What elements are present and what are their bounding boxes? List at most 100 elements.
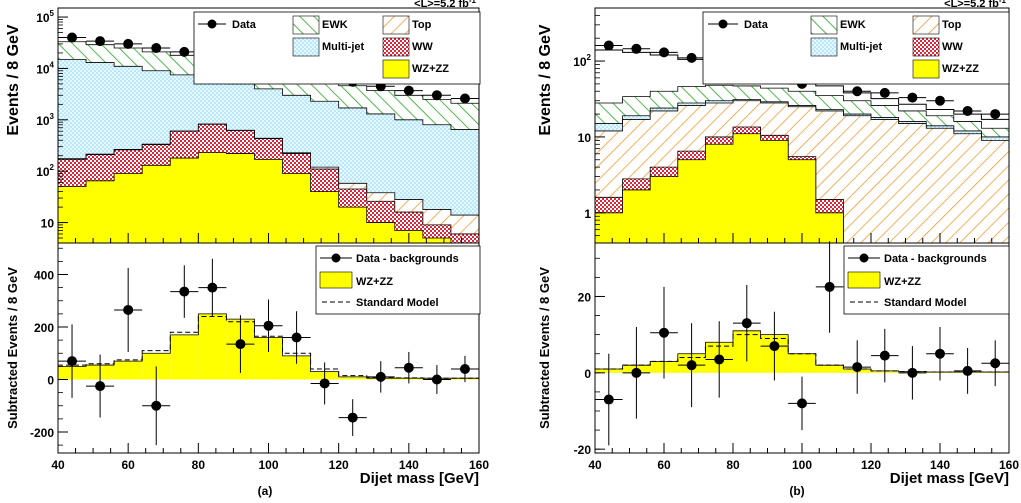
signal-bar — [170, 334, 199, 380]
legend-wzzz-swatch — [847, 271, 881, 289]
y-tick-label: -20 — [574, 443, 592, 457]
y-tick-label: 10 — [41, 217, 55, 231]
legend-wzzz-label: WZ+ZZ — [412, 63, 449, 75]
subtracted-point — [677, 323, 706, 408]
data-point-marker — [907, 92, 918, 103]
point-marker — [431, 374, 442, 385]
legend-data-label: Data — [232, 19, 257, 31]
point-marker — [879, 350, 890, 361]
point-marker — [403, 362, 414, 373]
panel-a-subtracted-plot: -200 0 200 400 40 60 80 100 120 140 160 Subtracted… — [5, 242, 489, 498]
point-marker — [603, 394, 614, 405]
subtracted-point — [198, 258, 227, 317]
panel-b-subtracted-plot: -20 0 20 40 60 80 100 120 140 160 Subtracted Even… — [537, 241, 1019, 498]
y-tick-label: 102 — [573, 53, 591, 69]
subtracted-point — [226, 315, 255, 373]
luminosity-label-b: <L>=5.2 fb-1 — [944, 0, 1006, 10]
subtracted-point — [450, 355, 479, 383]
legend-ww-swatch — [912, 37, 940, 57]
point-marker — [741, 318, 752, 329]
point-marker — [263, 320, 274, 331]
x-axis-label-a: Dijet mass [GeV] — [360, 470, 479, 487]
y-tick-label: 1 — [584, 207, 591, 221]
svg-text:<L>=5.2 fb-1: <L>=5.2 fb-1 — [944, 0, 1006, 10]
legend-data-label: Data - backgrounds — [884, 253, 987, 265]
data-point-marker — [67, 32, 78, 43]
legend-multijet-swatch — [810, 37, 838, 57]
x-tick-label: 140 — [930, 458, 950, 472]
x-tick-label: 80 — [726, 458, 740, 472]
subtracted-point — [953, 348, 982, 394]
legend-sm-label: Standard Model — [884, 297, 967, 309]
subtracted-point — [58, 324, 87, 398]
x-tick-label: 40 — [588, 458, 602, 472]
point-marker — [962, 365, 973, 376]
data-point-marker — [603, 40, 614, 51]
point-marker — [347, 412, 358, 423]
subtracted-point — [650, 286, 678, 379]
legend-wzzz-label: WZ+ZZ — [884, 276, 921, 288]
data-point-marker — [659, 47, 669, 58]
data-point — [86, 36, 115, 47]
legend-ww-swatch — [382, 37, 410, 57]
signal-bar — [282, 355, 311, 380]
subtracted-point — [114, 267, 143, 352]
x-tick-label: 100 — [792, 458, 812, 472]
x-axis-label-b: Dijet mass [GeV] — [890, 470, 1009, 487]
legend-wzzz-label: WZ+ZZ — [356, 276, 393, 288]
legend-ww-label: WW — [412, 41, 433, 53]
y-tick-label: 105 — [36, 9, 54, 25]
legend-data-marker — [859, 253, 869, 263]
x-tick-label: 60 — [121, 458, 135, 472]
legend-multijet-swatch — [292, 37, 320, 57]
data-point — [926, 95, 954, 106]
legend-data-marker — [331, 253, 341, 263]
point-marker — [123, 304, 134, 315]
subtracted-point — [595, 353, 623, 446]
y-tick-label: 10 — [578, 131, 592, 145]
legend-ww-label: WW — [942, 41, 963, 53]
data-point — [450, 93, 479, 104]
data-point-marker — [431, 90, 442, 101]
point-marker — [935, 348, 945, 359]
x-tick-label: 80 — [192, 458, 206, 472]
data-point — [650, 47, 678, 58]
legend-wzzz-swatch — [382, 59, 410, 79]
x-tick-label: 40 — [51, 458, 65, 472]
point-marker — [291, 332, 302, 343]
legend-data-label: Data — [744, 19, 769, 31]
point-marker — [990, 358, 1001, 369]
subtracted-point — [981, 340, 1009, 387]
y-axis-label-b-top: Events / 8 GeV — [537, 24, 554, 135]
axes-a-bottom: -200 0 200 400 40 60 80 100 120 140 160 — [30, 247, 489, 472]
subtracted-point — [733, 285, 761, 362]
legend-wzzz-swatch — [912, 59, 940, 79]
point-marker — [459, 364, 470, 374]
legend-b-top: Data EWK Top Multi-jet WW WZ+ZZ — [702, 11, 1010, 85]
legend-b-bottom: Data - backgrounds WZ+ZZ Standard Model — [843, 245, 1010, 315]
legend-sm-label: Standard Model — [356, 297, 439, 309]
luminosity-text: <L>=5.2 fb — [944, 0, 999, 10]
subtracted-point — [282, 311, 311, 364]
data-point — [114, 38, 143, 49]
point-marker — [151, 400, 162, 411]
y-tick-label: 20 — [578, 290, 592, 304]
y-tick-label: 400 — [34, 269, 54, 283]
y-tick-label: 104 — [36, 60, 54, 76]
panel-a-stacked-plot: 10 102 103 104 105 Events / 8 GeV <L>=5.2 fb… — [5, 0, 481, 244]
point-marker — [179, 286, 190, 297]
data-point — [142, 42, 171, 53]
luminosity-label-a: <L>=5.2 fb-1 — [414, 0, 476, 10]
y-axis-label-a-bottom: Subtracted Events / 8 GeV — [5, 267, 20, 429]
data-point-marker — [962, 105, 973, 116]
subtracted-point — [622, 327, 651, 419]
point-marker — [631, 367, 642, 378]
signal-bar — [338, 376, 367, 380]
subtracted-point — [926, 327, 954, 381]
svg-text:<L>=5.2 fb-1: <L>=5.2 fb-1 — [414, 0, 476, 10]
stacked-histogram-b — [594, 49, 1010, 244]
data-point — [622, 43, 651, 54]
data-point — [394, 85, 423, 96]
data-point-marker — [631, 43, 642, 54]
y-tick-label: 102 — [36, 163, 54, 179]
